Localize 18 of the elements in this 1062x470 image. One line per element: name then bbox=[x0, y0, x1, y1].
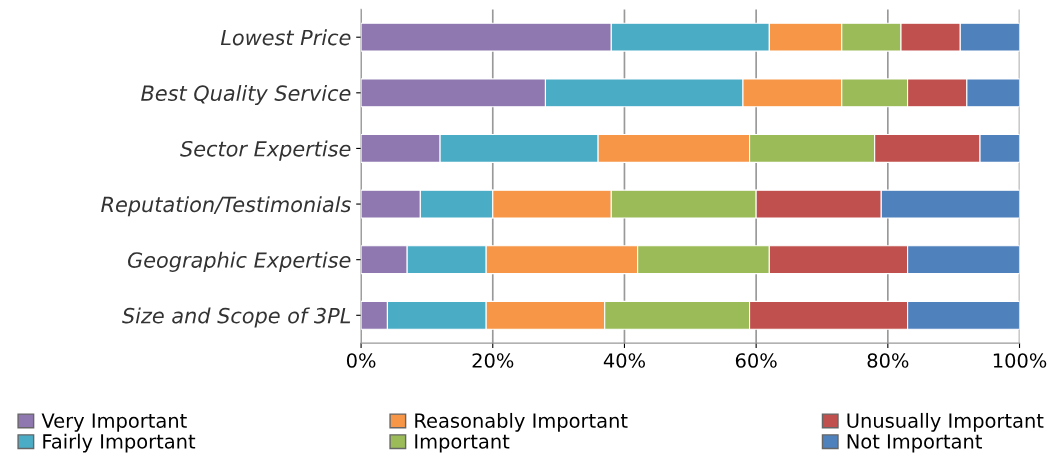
legend-label: Not Important bbox=[847, 434, 982, 453]
x-tick-label: 80% bbox=[867, 353, 909, 368]
x-tick-label: 0% bbox=[346, 353, 376, 368]
legend-label: Very Important bbox=[41, 413, 187, 432]
x-tick-label: 20% bbox=[472, 353, 514, 368]
legend-label: Reasonably Important bbox=[415, 412, 628, 432]
legend-label: Unusually Important bbox=[847, 412, 1044, 432]
x-tick-label: 100% bbox=[993, 353, 1047, 368]
y-tick-label: Lowest Price bbox=[220, 29, 351, 46]
y-tick-label: Best Quality Service bbox=[141, 84, 351, 106]
y-tick-label: Reputation/Testimonials bbox=[101, 196, 351, 217]
y-tick-label: Sector Expertise bbox=[180, 140, 351, 161]
y-tick-label: Size and Scope of 3PL bbox=[122, 307, 351, 328]
legend-label: Fairly Important bbox=[43, 433, 196, 453]
x-tick-label: 60% bbox=[735, 353, 777, 368]
y-tick-label: Geographic Expertise bbox=[128, 251, 351, 272]
x-tick-label: 40% bbox=[603, 353, 645, 368]
legend-label: Important bbox=[415, 434, 510, 453]
